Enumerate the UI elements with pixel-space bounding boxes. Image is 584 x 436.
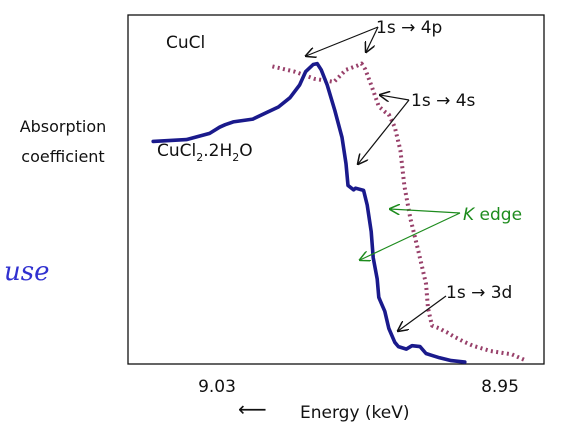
annotation-arrow-4s-cucl <box>380 95 410 100</box>
annotation-1s-4s: 1s → 4s <box>411 91 476 111</box>
x-axis-label: Energy (keV) <box>300 403 410 423</box>
series-line-cucl <box>271 61 525 362</box>
margin-note: use <box>4 257 49 287</box>
annotation-arrow-4p-cucl2 <box>306 26 379 56</box>
annotation-1s-3d: 1s → 3d <box>446 283 512 303</box>
series-line-cucl2 <box>151 61 467 364</box>
annotation-arrow-4p-cucl <box>366 26 379 52</box>
y-axis-label-line2: coefficient <box>21 147 104 166</box>
annotation-1s-4p: 1s → 4p <box>376 18 442 38</box>
annotation-k-edge: K edge <box>463 205 522 225</box>
plot-frame <box>127 14 545 365</box>
x-axis-arrow: ⟵ <box>238 397 267 421</box>
annotation-arrow-3d <box>398 295 447 331</box>
y-axis-label-line1: Absorption <box>20 117 107 136</box>
annotation-arrow-4s-cucl2 <box>358 99 410 164</box>
annotation-arrow-kedge-cucl2 <box>360 212 461 260</box>
legend-cucl2: CuCl2.2H2O <box>157 141 253 164</box>
x-tick-label-9-03: 9.03 <box>198 377 236 397</box>
annotation-arrow-kedge-cucl <box>390 209 461 213</box>
legend-cucl: CuCl <box>166 33 205 53</box>
x-tick-label-8-95: 8.95 <box>481 377 519 397</box>
